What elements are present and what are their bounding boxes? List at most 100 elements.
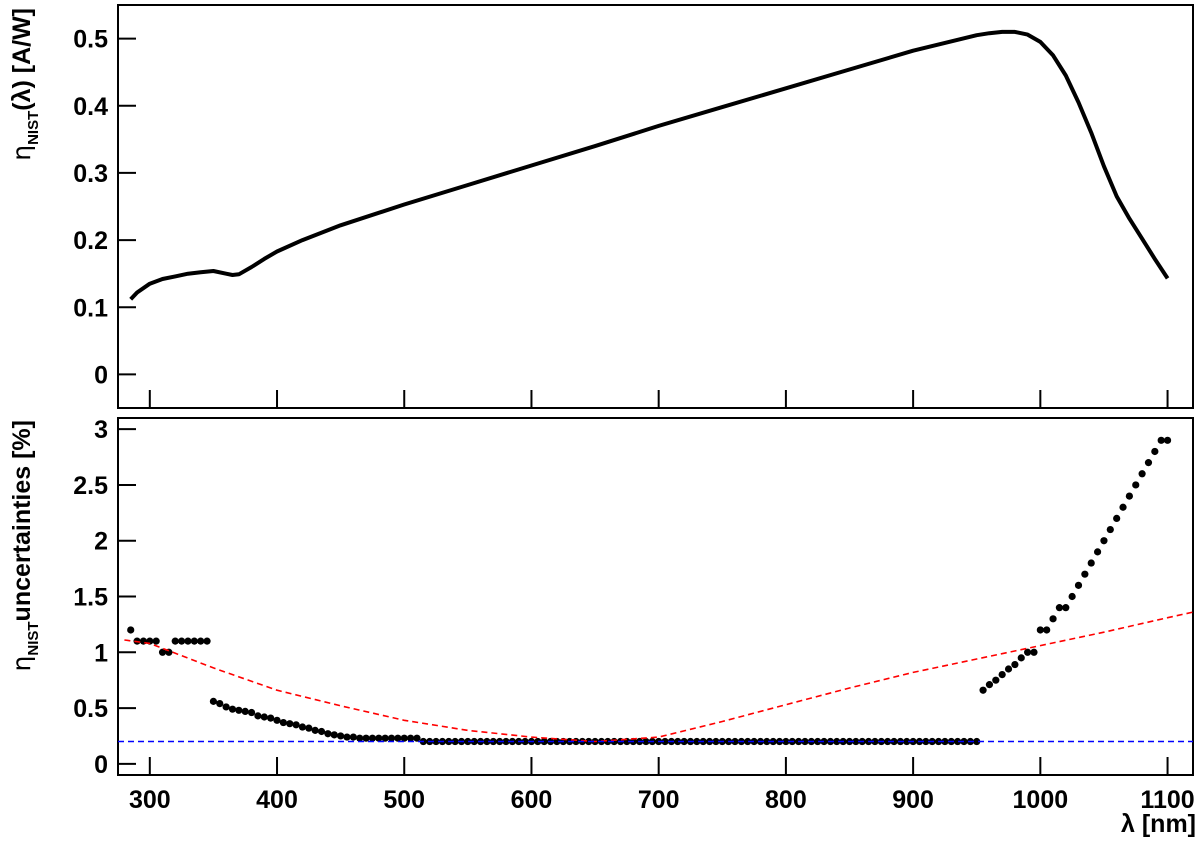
data-point xyxy=(871,737,879,746)
data-point xyxy=(661,737,669,746)
data-point xyxy=(801,737,809,746)
y-tick-label: 0.5 xyxy=(73,26,108,54)
y-tick-label: 1.5 xyxy=(73,584,108,612)
data-point xyxy=(1144,459,1153,467)
data-point xyxy=(973,737,981,746)
y-label-rest: (λ) [A/W] xyxy=(8,8,36,111)
data-point xyxy=(356,734,364,742)
data-point xyxy=(273,716,281,724)
data-point xyxy=(674,737,682,746)
data-point xyxy=(954,737,962,746)
data-line xyxy=(129,29,1170,301)
y-tick-label: 2.5 xyxy=(73,472,108,500)
data-point xyxy=(387,734,396,742)
data-point xyxy=(292,721,300,729)
data-point xyxy=(260,713,268,721)
data-point xyxy=(267,714,275,722)
plot-frame xyxy=(117,4,1194,409)
data-point xyxy=(400,734,408,742)
data-point xyxy=(337,732,345,740)
y-tick-label: 0.4 xyxy=(73,93,108,121)
data-point xyxy=(1004,665,1013,673)
data-point xyxy=(833,737,841,746)
data-point xyxy=(407,734,415,742)
data-point xyxy=(413,734,421,742)
data-point xyxy=(1100,537,1108,545)
x-tick-label: 600 xyxy=(511,786,553,814)
y-tick-label: 0 xyxy=(94,751,108,779)
x-tick-label: 1000 xyxy=(1013,786,1069,814)
data-point xyxy=(553,737,561,746)
y-tick-label: 2 xyxy=(94,528,108,556)
data-point xyxy=(216,700,224,708)
x-tick-label: 500 xyxy=(383,786,425,814)
data-point xyxy=(1049,615,1057,623)
data-point xyxy=(375,734,383,742)
data-point xyxy=(228,705,237,713)
y-tick-label: 1 xyxy=(94,639,108,667)
data-point xyxy=(814,737,822,746)
data-point xyxy=(979,686,987,694)
x-tick-label: 800 xyxy=(765,786,807,814)
y-tick-label: 0.2 xyxy=(73,227,108,255)
data-point xyxy=(286,720,294,728)
data-point xyxy=(852,737,860,746)
data-point xyxy=(1017,654,1025,662)
data-point xyxy=(197,637,205,645)
data-point xyxy=(903,737,911,746)
data-point xyxy=(960,737,968,746)
dashed-line xyxy=(124,611,1194,743)
data-point xyxy=(451,737,459,746)
data-point xyxy=(1062,604,1070,612)
data-point xyxy=(763,737,771,746)
data-point xyxy=(1074,581,1083,589)
data-point xyxy=(1087,559,1095,567)
data-point xyxy=(1138,470,1146,478)
data-point xyxy=(394,734,402,742)
data-point xyxy=(171,637,179,645)
data-point xyxy=(241,707,249,716)
data-point xyxy=(922,737,930,746)
data-point xyxy=(1163,436,1172,444)
data-point xyxy=(279,718,287,727)
data-point xyxy=(890,737,898,746)
data-point xyxy=(349,733,357,741)
data-point xyxy=(152,637,160,645)
data-point xyxy=(1030,648,1038,656)
data-point xyxy=(432,737,440,746)
data-point xyxy=(247,708,256,717)
y-tick-label: 0.3 xyxy=(73,160,108,188)
x-tick-label: 700 xyxy=(638,786,680,814)
data-point xyxy=(235,706,243,714)
data-point xyxy=(941,737,949,746)
y-label-rest: uncertainties [%] xyxy=(8,420,36,621)
data-point xyxy=(1151,447,1159,456)
data-point xyxy=(184,637,192,645)
data-point xyxy=(1093,548,1102,556)
data-point xyxy=(642,737,650,746)
data-point xyxy=(820,737,828,746)
x-tick-label: 1100 xyxy=(1140,786,1194,814)
data-point xyxy=(1106,525,1114,534)
y-axis-label: ηNISTuncertainties [%] xyxy=(7,420,42,671)
data-point xyxy=(368,734,377,742)
data-point xyxy=(317,727,326,736)
x-tick-label: 900 xyxy=(892,786,934,814)
data-point xyxy=(362,734,370,742)
data-point xyxy=(1119,503,1127,511)
data-point xyxy=(992,676,1000,684)
y-tick-label: 0 xyxy=(94,361,108,389)
data-point xyxy=(1125,492,1133,500)
data-point xyxy=(311,726,319,734)
x-axis-label: λ [nm] xyxy=(1121,810,1196,838)
data-point xyxy=(1081,570,1089,578)
data-point xyxy=(190,637,198,645)
data-point xyxy=(209,697,218,705)
data-point xyxy=(127,626,135,634)
data-point xyxy=(305,724,313,732)
data-point xyxy=(998,670,1006,679)
data-point xyxy=(1024,648,1032,656)
data-point xyxy=(540,737,548,746)
data-point xyxy=(222,703,230,711)
data-point xyxy=(1113,514,1121,523)
